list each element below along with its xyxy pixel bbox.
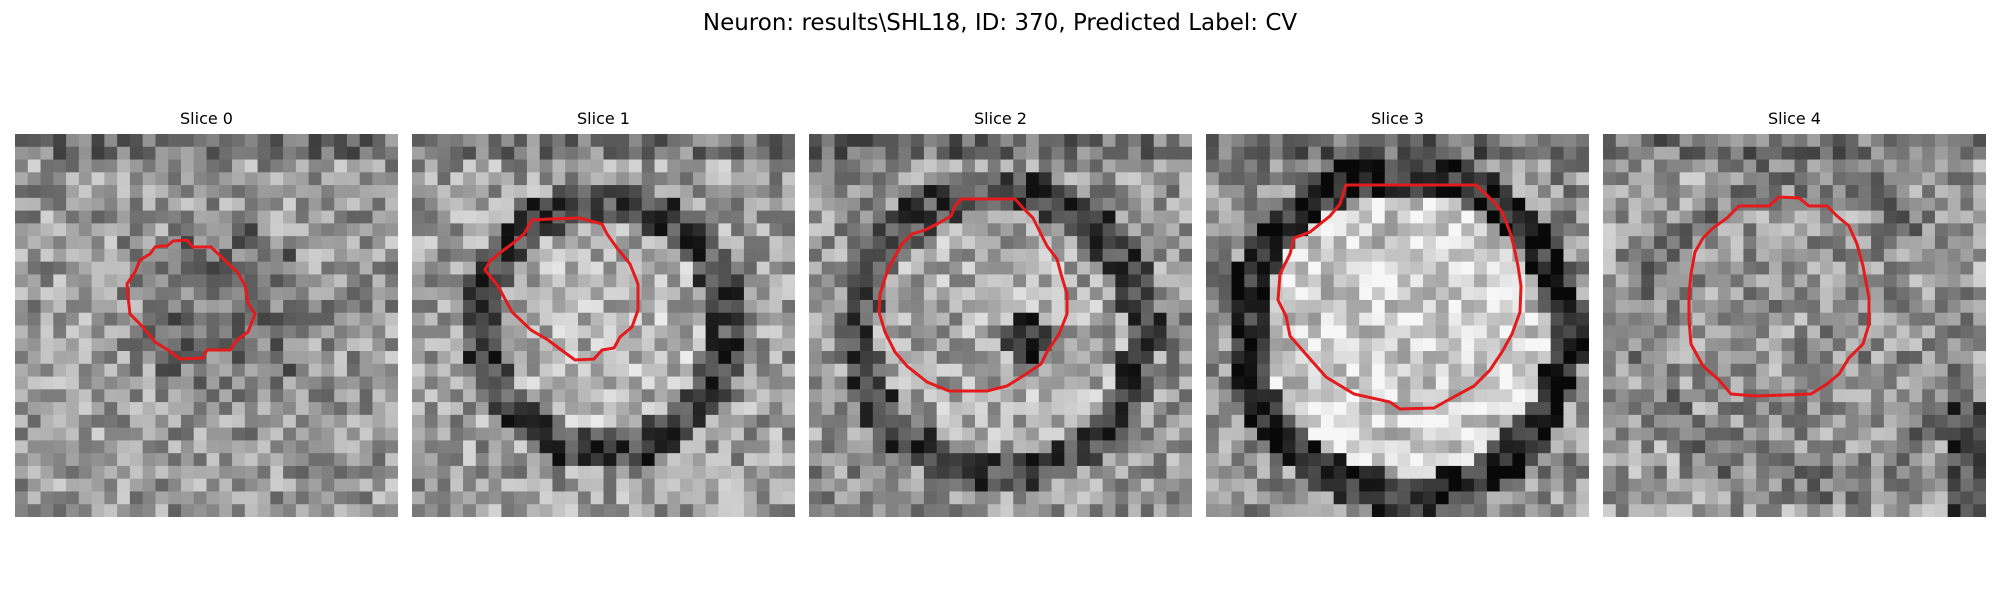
slice-image-4	[1603, 134, 1986, 517]
slice-panel-2: Slice 2	[809, 108, 1192, 517]
slice-title: Slice 2	[974, 109, 1027, 128]
figure-title: Neuron: results\SHL18, ID: 370, Predicte…	[702, 10, 1298, 36]
slice-panel-0: Slice 0	[15, 108, 398, 517]
slice-title: Slice 0	[180, 109, 233, 128]
slice-image-2	[809, 134, 1192, 517]
slice-image-3	[1206, 134, 1589, 517]
slice-title: Slice 1	[577, 109, 630, 128]
slice-image-0	[15, 134, 398, 517]
slice-panel-3: Slice 3	[1206, 108, 1589, 517]
slice-panel-1: Slice 1	[412, 108, 795, 517]
roi-contour	[1276, 183, 1523, 411]
roi-contour	[877, 197, 1069, 393]
slice-title: Slice 4	[1768, 109, 1821, 128]
slice-panel-4: Slice 4	[1603, 108, 1986, 517]
slice-image-1	[412, 134, 795, 517]
roi-contour	[483, 216, 640, 362]
roi-contour	[125, 238, 257, 361]
roi-contour	[1687, 195, 1871, 398]
slice-title: Slice 3	[1371, 109, 1424, 128]
